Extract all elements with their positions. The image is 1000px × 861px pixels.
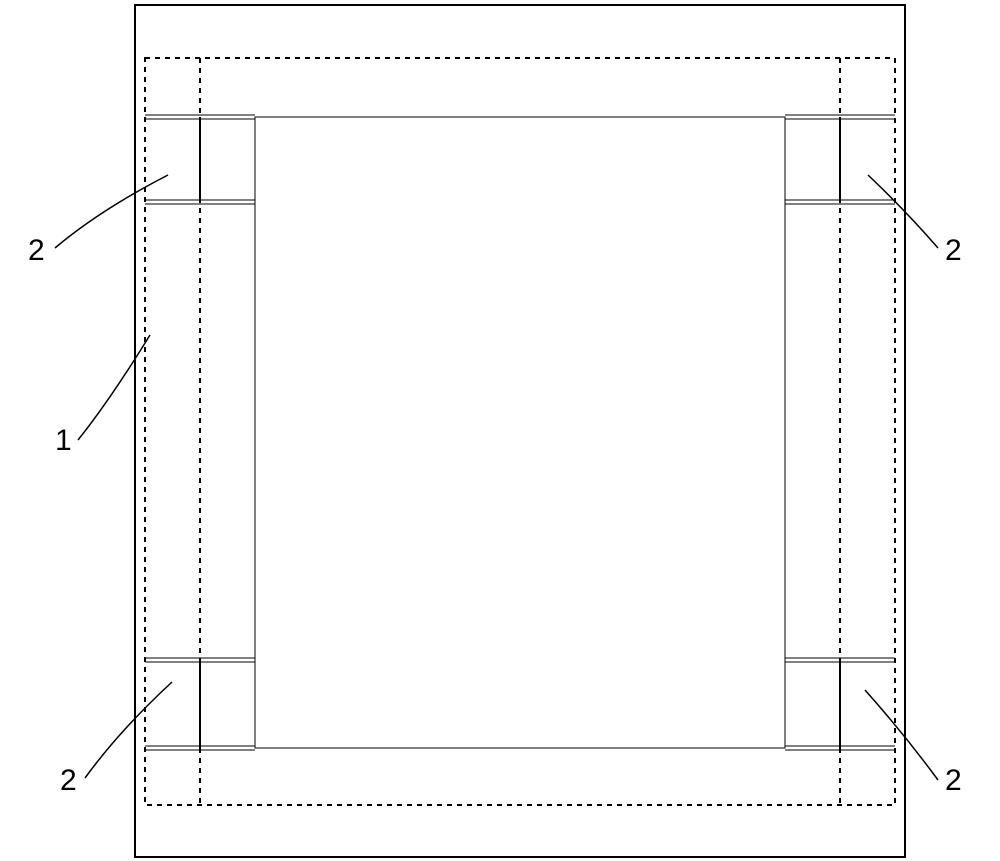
label-2b-leader bbox=[868, 175, 938, 248]
dashed-main-rect bbox=[145, 58, 895, 805]
label-2c: 2 bbox=[60, 764, 77, 797]
label-2c-leader bbox=[85, 682, 172, 778]
label-1-leader bbox=[78, 335, 150, 440]
label-1: 1 bbox=[55, 424, 72, 457]
outer-frame bbox=[135, 5, 905, 857]
label-2b: 2 bbox=[945, 234, 962, 267]
technical-diagram: 1 2 2 2 2 bbox=[0, 0, 1000, 861]
label-2d: 2 bbox=[945, 764, 962, 797]
inner-solid-rect bbox=[255, 117, 785, 748]
label-2d-leader bbox=[865, 690, 938, 780]
label-2a: 2 bbox=[28, 234, 45, 267]
label-2a-leader bbox=[55, 175, 168, 248]
